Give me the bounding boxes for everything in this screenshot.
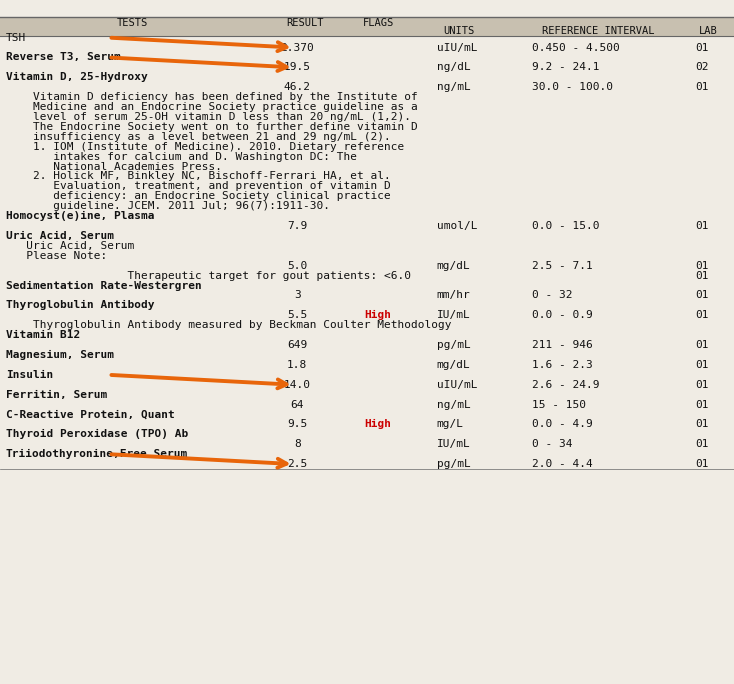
Text: 2.6 - 24.9: 2.6 - 24.9 [532,380,600,390]
Text: High: High [365,419,391,430]
Text: insufficiency as a level between 21 and 29 ng/mL (2).: insufficiency as a level between 21 and … [6,132,390,142]
Text: 01: 01 [695,459,708,469]
Text: 2.5 - 7.1: 2.5 - 7.1 [532,261,593,271]
Text: 01: 01 [695,82,708,92]
Bar [0,17,734,36]
Text: Uric Acid, Serum: Uric Acid, Serum [6,231,114,241]
Text: 0.0 - 0.9: 0.0 - 0.9 [532,311,593,320]
Text: 19.5: 19.5 [284,62,310,73]
Text: ng/mL: ng/mL [437,399,470,410]
Text: 9.5: 9.5 [287,419,308,430]
Text: Vitamin D, 25-Hydroxy: Vitamin D, 25-Hydroxy [6,73,148,82]
Text: mg/dL: mg/dL [437,261,470,271]
Text: C-Reactive Protein, Quant: C-Reactive Protein, Quant [6,410,175,419]
Text: UNITS: UNITS [443,27,474,36]
Text: 01: 01 [695,340,708,350]
Text: 1. IOM (Institute of Medicine). 2010. Dietary reference: 1. IOM (Institute of Medicine). 2010. Di… [6,142,404,152]
Text: 0.0 - 4.9: 0.0 - 4.9 [532,419,593,430]
Text: mg/dL: mg/dL [437,360,470,370]
Text: 01: 01 [695,380,708,390]
Text: 8: 8 [294,439,301,449]
Text: 01: 01 [695,360,708,370]
Text: intakes for calcium and D. Washington DC: The: intakes for calcium and D. Washington DC… [6,152,357,161]
Text: TSH: TSH [6,33,26,42]
Text: deficiency: an Endocrine Society clinical practice: deficiency: an Endocrine Society clinica… [6,192,390,201]
Text: umol/L: umol/L [437,221,477,231]
Text: 3: 3 [294,291,301,300]
Text: 64: 64 [291,399,304,410]
Text: TESTS: TESTS [117,18,148,28]
Text: FLAGS: FLAGS [363,18,393,28]
Text: Therapeutic target for gout patients: <6.0: Therapeutic target for gout patients: <6… [6,271,411,280]
Text: 01: 01 [695,419,708,430]
Text: Homocyst(e)ine, Plasma: Homocyst(e)ine, Plasma [6,211,154,221]
Text: 46.2: 46.2 [284,82,310,92]
Text: 5.5: 5.5 [287,311,308,320]
Text: Insulin: Insulin [6,370,53,380]
Text: ng/dL: ng/dL [437,62,470,73]
Text: IU/mL: IU/mL [437,311,470,320]
Text: 01: 01 [695,42,708,53]
Text: IU/mL: IU/mL [437,439,470,449]
Text: 0.450 - 4.500: 0.450 - 4.500 [532,42,620,53]
Text: 0 - 34: 0 - 34 [532,439,573,449]
Text: mm/hr: mm/hr [437,291,470,300]
Text: Magnesium, Serum: Magnesium, Serum [6,350,114,360]
Text: uIU/mL: uIU/mL [437,380,477,390]
Text: Ferritin, Serum: Ferritin, Serum [6,390,107,399]
Text: 01: 01 [695,399,708,410]
Text: 14.0: 14.0 [284,380,310,390]
Text: 9.2 - 24.1: 9.2 - 24.1 [532,62,600,73]
Text: LAB: LAB [699,27,718,36]
Text: 1.6 - 2.3: 1.6 - 2.3 [532,360,593,370]
Text: Evaluation, treatment, and prevention of vitamin D: Evaluation, treatment, and prevention of… [6,181,390,192]
Text: 2. Holick MF, Binkley NC, Bischoff-Ferrari HA, et al.: 2. Holick MF, Binkley NC, Bischoff-Ferra… [6,172,390,181]
Text: Thyroid Peroxidase (TPO) Ab: Thyroid Peroxidase (TPO) Ab [6,430,188,439]
Text: 7.9: 7.9 [287,221,308,231]
Text: pg/mL: pg/mL [437,459,470,469]
Text: 01: 01 [695,439,708,449]
Text: RESULT: RESULT [286,18,324,28]
Text: Thyroglobulin Antibody: Thyroglobulin Antibody [6,300,154,311]
Text: 211 - 946: 211 - 946 [532,340,593,350]
Text: The Endocrine Society went on to further define vitamin D: The Endocrine Society went on to further… [6,122,418,132]
Text: High: High [365,311,391,320]
Text: level of serum 25-OH vitamin D less than 20 ng/mL (1,2).: level of serum 25-OH vitamin D less than… [6,112,411,122]
Text: Thyroglobulin Antibody measured by Beckman Coulter Methodology: Thyroglobulin Antibody measured by Beckm… [6,320,451,330]
Text: Medicine and an Endocrine Society practice guideline as a: Medicine and an Endocrine Society practi… [6,102,418,112]
Text: 01: 01 [695,291,708,300]
Text: 15 - 150: 15 - 150 [532,399,586,410]
Text: guideline. JCEM. 2011 Jul; 96(7):1911-30.: guideline. JCEM. 2011 Jul; 96(7):1911-30… [6,201,330,211]
Text: 2.0 - 4.4: 2.0 - 4.4 [532,459,593,469]
Text: 1.8: 1.8 [287,360,308,370]
Text: 01: 01 [695,261,708,271]
Text: 2.370: 2.370 [280,42,314,53]
Text: Please Note:: Please Note: [6,251,107,261]
Text: ng/mL: ng/mL [437,82,470,92]
Text: mg/L: mg/L [437,419,464,430]
Text: Triiodothyronine,Free,Serum: Triiodothyronine,Free,Serum [6,449,188,459]
Text: Vitamin D deficiency has been defined by the Institute of: Vitamin D deficiency has been defined by… [6,92,418,102]
Text: 0.0 - 15.0: 0.0 - 15.0 [532,221,600,231]
Text: National Academies Press.: National Academies Press. [6,161,222,172]
Text: 649: 649 [287,340,308,350]
Text: 01: 01 [695,311,708,320]
Text: REFERENCE INTERVAL: REFERENCE INTERVAL [542,27,655,36]
Text: 01: 01 [695,271,708,280]
Text: Reverse T3, Serum: Reverse T3, Serum [6,53,120,62]
Text: 0 - 32: 0 - 32 [532,291,573,300]
Text: 2.5: 2.5 [287,459,308,469]
Text: 02: 02 [695,62,708,73]
Text: Uric Acid, Serum: Uric Acid, Serum [6,241,134,251]
Text: 5.0: 5.0 [287,261,308,271]
Text: 30.0 - 100.0: 30.0 - 100.0 [532,82,613,92]
Text: 01: 01 [695,221,708,231]
Text: pg/mL: pg/mL [437,340,470,350]
Text: uIU/mL: uIU/mL [437,42,477,53]
Text: Vitamin B12: Vitamin B12 [6,330,80,340]
Text: Sedimentation Rate-Westergren: Sedimentation Rate-Westergren [6,280,202,291]
